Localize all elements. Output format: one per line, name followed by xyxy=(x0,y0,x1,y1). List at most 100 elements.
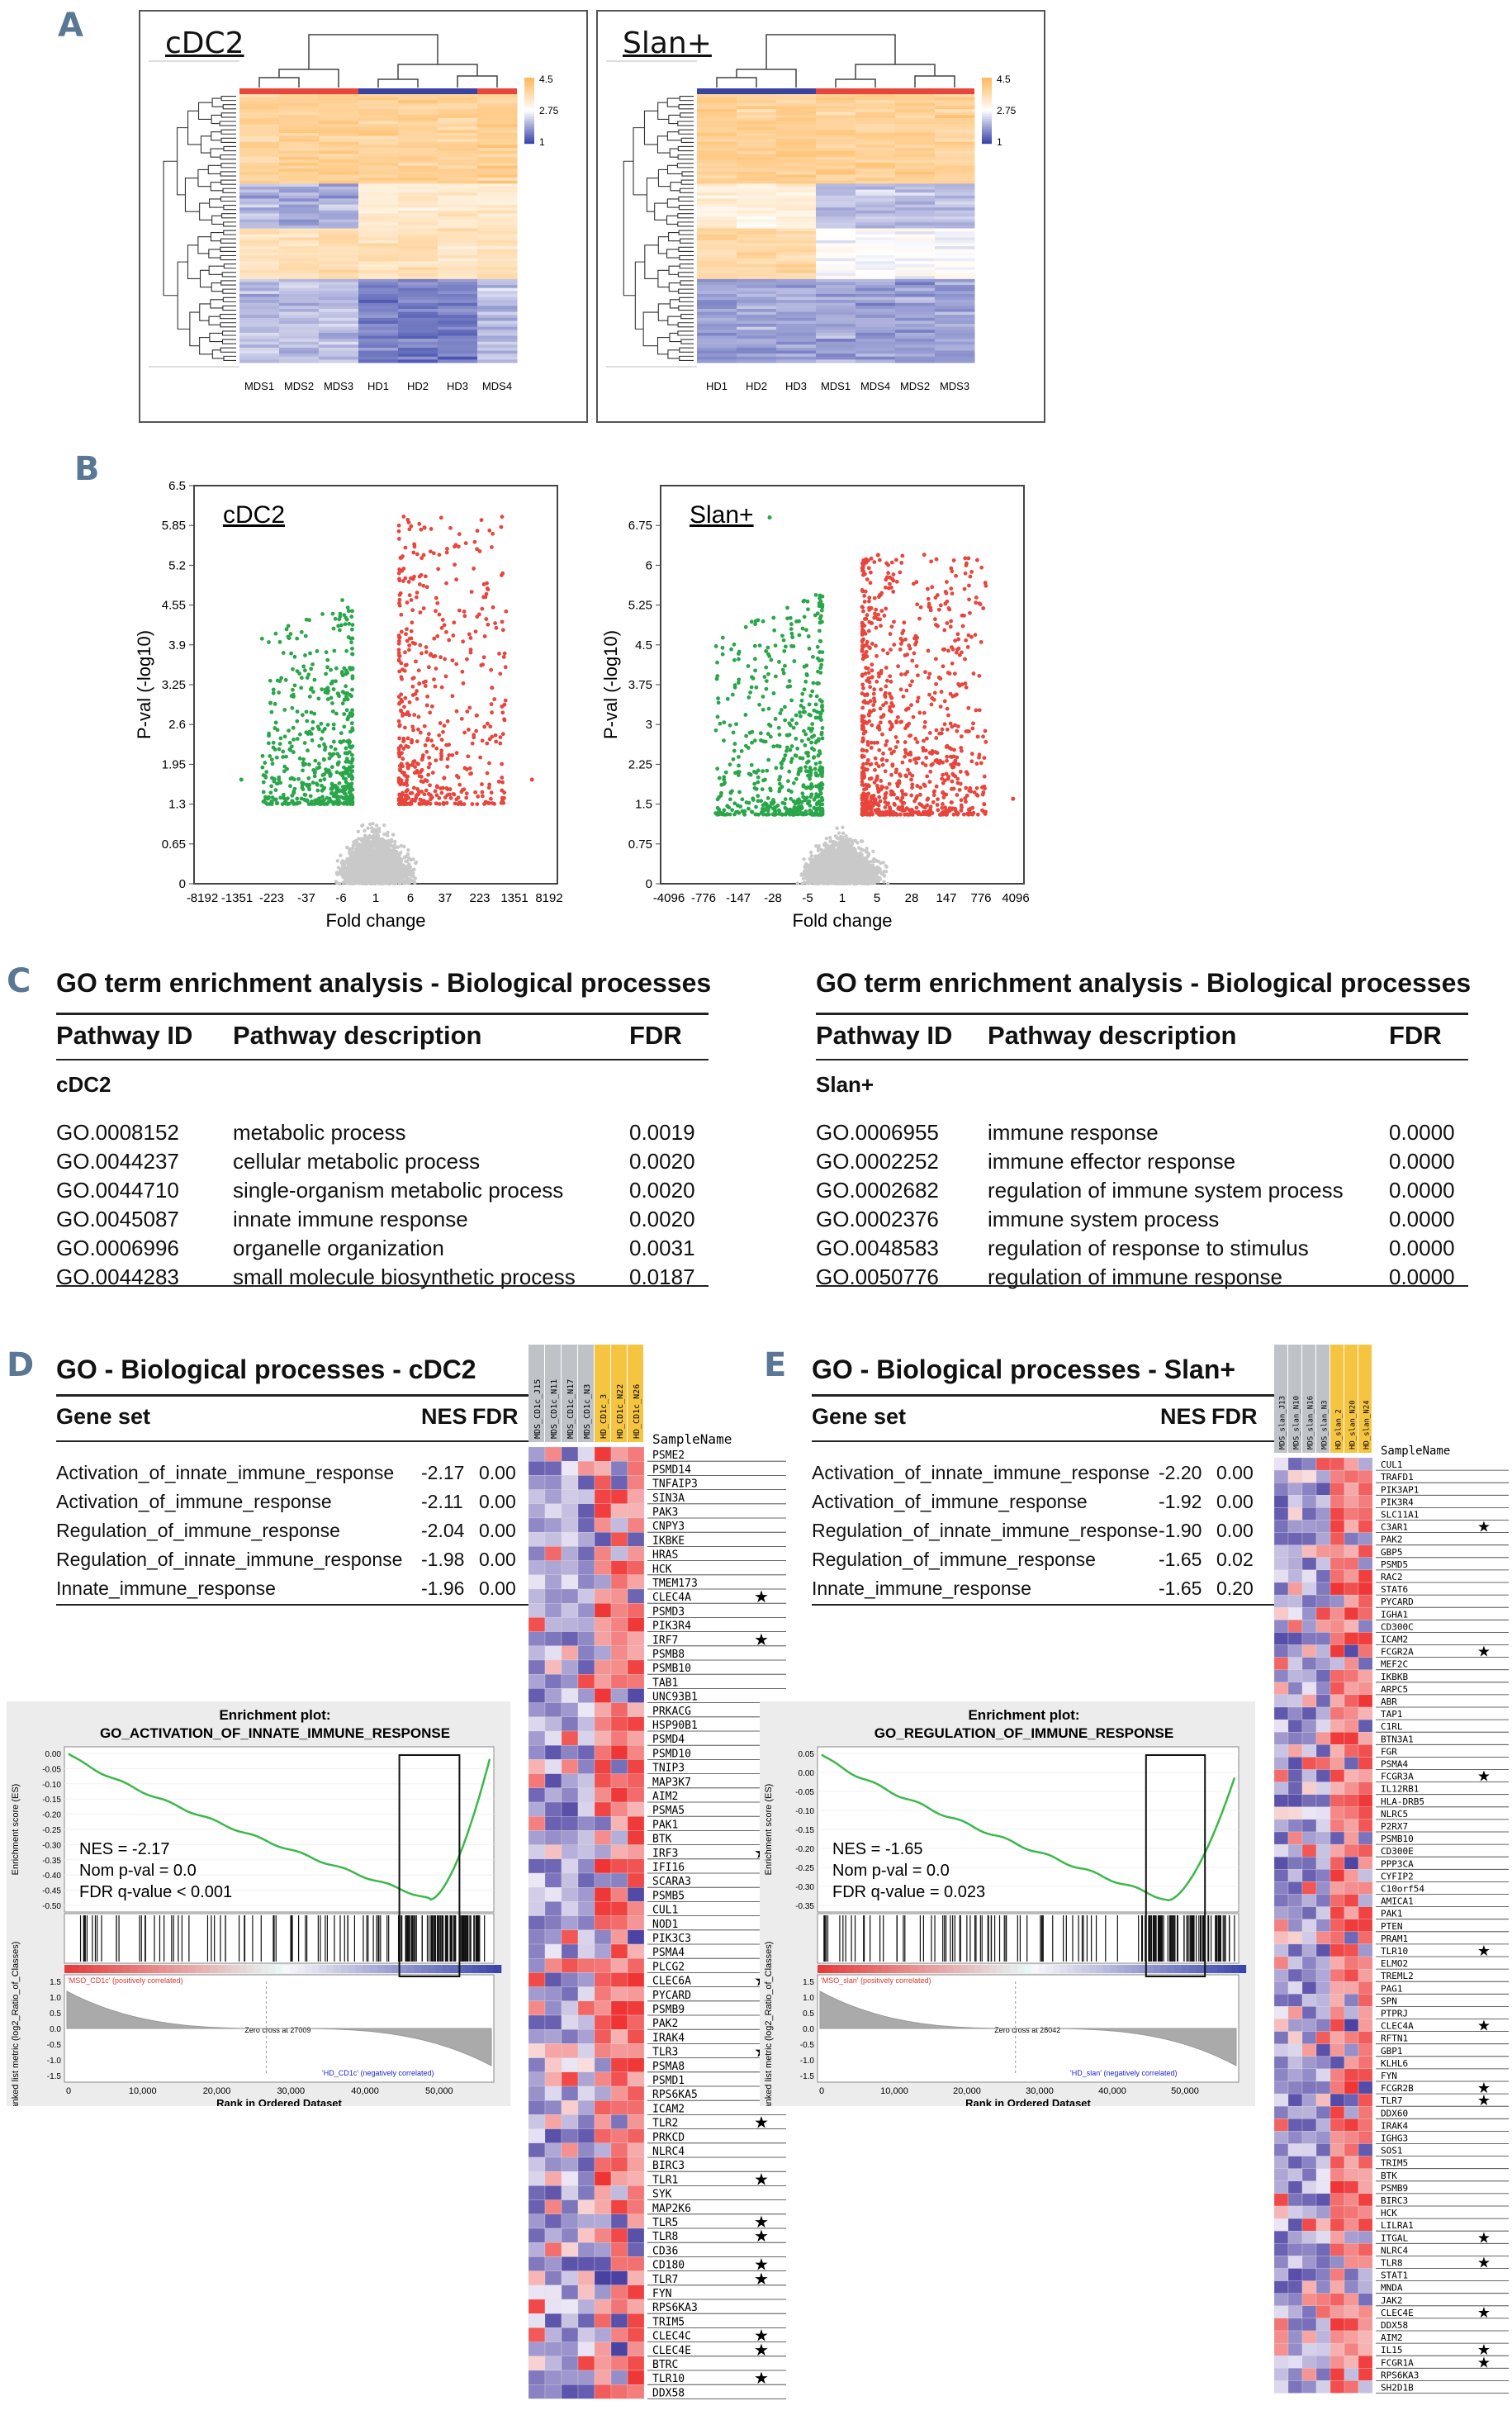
point-down xyxy=(349,752,354,757)
heatmap-cell xyxy=(398,216,438,221)
heatmap-cell xyxy=(776,106,817,110)
heatmap-cell xyxy=(477,258,518,262)
heatmap-cell xyxy=(358,309,399,313)
point-down xyxy=(260,753,265,758)
heatmap-cell xyxy=(319,246,359,250)
group-bar xyxy=(697,88,737,95)
heatmap-cell xyxy=(398,359,438,363)
legend-swatch xyxy=(982,124,992,126)
heatmap-cell xyxy=(737,174,777,178)
heatmap-cell xyxy=(935,225,975,229)
point-down xyxy=(299,629,304,634)
heatmap-cell xyxy=(737,163,777,167)
point-up xyxy=(479,663,484,667)
heatmap-cell xyxy=(737,234,777,238)
point-up xyxy=(464,791,469,796)
point-up xyxy=(459,716,464,721)
dendrogram-branch xyxy=(657,236,669,254)
heatmap-cell xyxy=(358,186,399,191)
legend-swatch xyxy=(524,139,534,141)
point-down xyxy=(350,769,355,773)
heatmap-cell xyxy=(319,276,359,280)
point-up xyxy=(475,529,480,534)
point-up xyxy=(434,784,439,789)
heatmap-cell xyxy=(279,183,320,187)
dendrogram-branch xyxy=(223,263,236,269)
point-up xyxy=(422,525,427,530)
heatmap-cell xyxy=(358,106,399,110)
point-up xyxy=(468,771,473,776)
heatmap-cell xyxy=(279,240,320,244)
point-down xyxy=(329,765,334,770)
heatmap-cell xyxy=(239,335,280,339)
heatmap-cell xyxy=(697,204,737,208)
point-up xyxy=(397,700,402,705)
heatmap-cell xyxy=(737,121,777,125)
legend-swatch xyxy=(982,140,992,143)
heatmap-cell xyxy=(856,156,896,160)
point-up xyxy=(472,567,476,571)
point-down xyxy=(344,792,348,796)
heatmap-cell xyxy=(358,276,399,280)
heatmap-cell xyxy=(737,231,777,235)
heatmap-cell xyxy=(279,130,320,134)
heatmap-cell xyxy=(697,126,737,130)
heatmap-cell xyxy=(477,315,518,319)
point-up xyxy=(405,736,410,741)
heatmap-cell xyxy=(279,320,320,325)
heatmap-cell xyxy=(776,178,817,182)
point-up xyxy=(407,713,412,718)
heatmap-cell xyxy=(935,326,975,330)
point-nonsig xyxy=(353,853,357,858)
point-down xyxy=(331,626,336,631)
point-up xyxy=(448,525,453,530)
heatmap-cell xyxy=(856,270,896,274)
x-tick-label: 147 xyxy=(936,891,956,905)
heatmap-cell xyxy=(279,121,320,125)
point-up xyxy=(488,724,493,729)
heatmap-cell xyxy=(438,359,478,363)
heatmap-cell xyxy=(737,246,777,250)
point-outlier xyxy=(290,799,295,804)
heatmap-cell xyxy=(737,306,777,310)
heatmap-cell xyxy=(816,130,856,134)
heatmap-cell xyxy=(477,326,518,330)
point-down xyxy=(320,788,325,793)
heatmap-cell xyxy=(438,219,478,223)
dendrogram-branch xyxy=(223,145,236,152)
heatmap-cell xyxy=(279,94,320,98)
sample-label: MDS3 xyxy=(940,380,969,392)
point-up xyxy=(416,727,420,732)
dendrogram-branch xyxy=(222,305,236,311)
point-up xyxy=(468,636,473,640)
heatmap-cell xyxy=(398,341,438,345)
heatmap-cell xyxy=(279,311,320,316)
point-up xyxy=(432,636,437,641)
point-up xyxy=(424,799,429,804)
point-up xyxy=(445,793,450,798)
heatmap-cell xyxy=(398,141,438,145)
heatmap-cell xyxy=(477,335,518,339)
point-down xyxy=(270,762,275,766)
heatmap-cell xyxy=(239,186,280,191)
point-up xyxy=(459,790,464,795)
heatmap-cell xyxy=(737,186,777,191)
heatmap-cell xyxy=(358,100,399,104)
heatmap-cell xyxy=(279,139,320,143)
heatmap-cell xyxy=(895,359,936,363)
heatmap-cell xyxy=(816,335,856,339)
point-up xyxy=(492,801,496,806)
heatmap-cell xyxy=(816,282,856,286)
point-down xyxy=(269,757,274,762)
point-down xyxy=(268,754,273,758)
heatmap-cell xyxy=(856,115,896,119)
point-down xyxy=(288,747,293,752)
heatmap-cell xyxy=(319,139,359,143)
point-up xyxy=(452,620,457,625)
point-down xyxy=(350,674,355,679)
heatmap-cell xyxy=(477,252,518,256)
heatmap-cell xyxy=(935,252,975,256)
heatmap-cell xyxy=(239,202,280,206)
point-up xyxy=(405,517,410,522)
heatmap-cell xyxy=(697,111,737,116)
